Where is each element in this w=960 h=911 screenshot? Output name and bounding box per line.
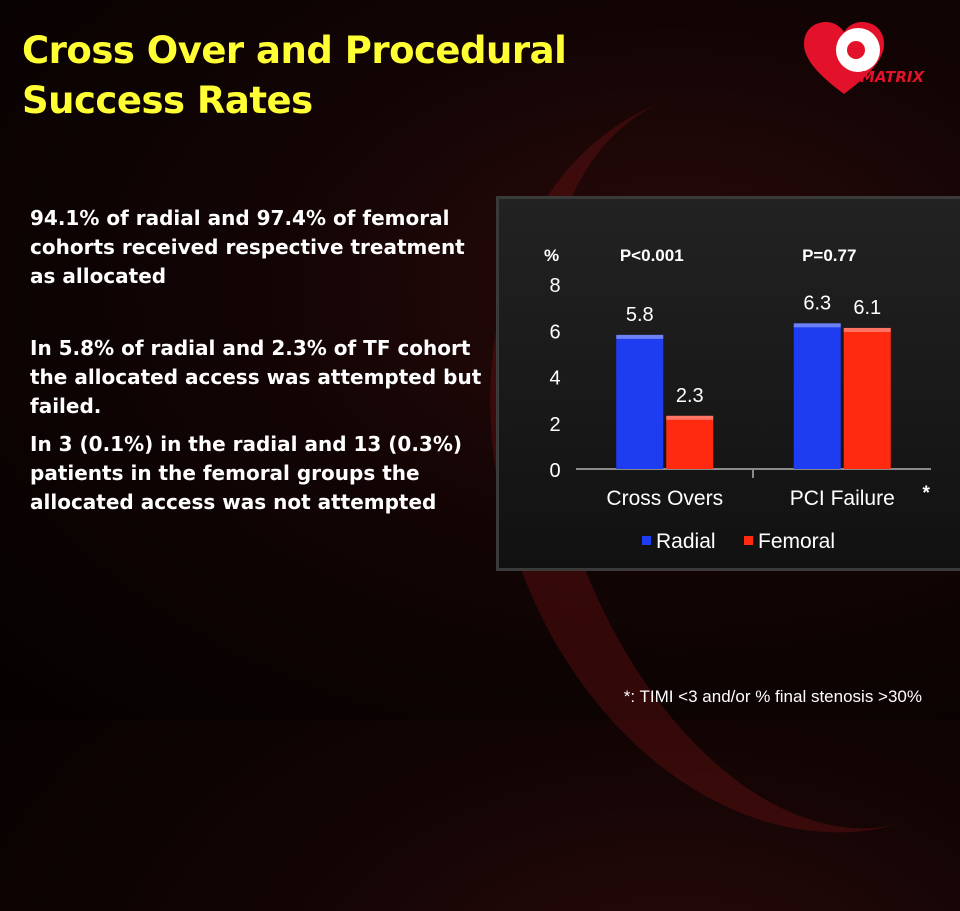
footnote: *: TIMI <3 and/or % final stenosis >30% [623, 687, 922, 706]
bar-chart: 0 2 4 6 8% 5.8 2.3 Cross Overs P<0.001 6.3 6.1 PCI … [544, 246, 931, 553]
bar-highlight [843, 327, 891, 332]
bar-radial [616, 334, 664, 469]
x-tick-label: Cross Overs [606, 487, 723, 510]
bar-radial [793, 323, 841, 469]
legend-label-femoral: Femoral [758, 530, 835, 553]
logo-red-dot [847, 41, 865, 59]
y-tick-label: 8 [549, 275, 560, 297]
x-tick-label: PCI Failure [790, 487, 895, 510]
bar-femoral [666, 415, 714, 469]
bullet-2: In 5.8% of radial and 2.3% of TF cohort … [30, 336, 482, 418]
legend-swatch-femoral [744, 536, 753, 545]
bullet-1: 94.1% of radial and 97.4% of femoral coh… [30, 206, 465, 288]
slide-title: Cross Over and Procedural Success Rates [22, 26, 567, 126]
bar-highlight [793, 323, 841, 328]
bar-femoral [843, 327, 891, 469]
logo-text: MATRIX [860, 68, 925, 86]
y-axis-label: % [544, 246, 559, 265]
y-tick-label: 0 [549, 460, 560, 482]
data-label: 6.1 [853, 297, 881, 319]
bar-highlight [616, 334, 664, 339]
data-label: 2.3 [676, 385, 704, 407]
title-line-2: Success Rates [22, 79, 313, 122]
bar-highlight [666, 415, 714, 420]
data-label: 5.8 [626, 304, 654, 326]
legend-swatch-radial [642, 536, 651, 545]
category-annotation: * [923, 483, 931, 504]
y-tick-label: 4 [549, 368, 560, 390]
chart-panel: 0 2 4 6 8% 5.8 2.3 Cross Overs P<0.001 6.3 6.1 PCI … [496, 196, 960, 571]
p-value-label: P<0.001 [620, 246, 684, 265]
legend-label-radial: Radial [656, 530, 716, 553]
data-label: 6.3 [803, 292, 831, 314]
bullet-3: In 3 (0.1%) in the radial and 13 (0.3%) … [30, 432, 463, 514]
y-tick-label: 2 [549, 414, 560, 436]
y-tick-label: 6 [549, 321, 560, 343]
title-line-1: Cross Over and Procedural [22, 29, 567, 72]
p-value-label: P=0.77 [802, 246, 856, 265]
bullet-list: 94.1% of radial and 97.4% of femoral coh… [30, 204, 490, 517]
matrix-logo: MATRIX [804, 22, 925, 94]
